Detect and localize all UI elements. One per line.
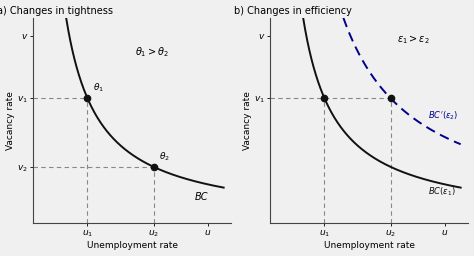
Text: $\varepsilon_1 > \varepsilon_2$: $\varepsilon_1 > \varepsilon_2$: [397, 33, 429, 46]
Text: b) Changes in efficiency: b) Changes in efficiency: [234, 6, 352, 16]
Text: $\theta_2$: $\theta_2$: [159, 150, 170, 163]
Text: a) Changes in tightness: a) Changes in tightness: [0, 6, 113, 16]
Y-axis label: Vacancy rate: Vacancy rate: [243, 91, 252, 150]
Y-axis label: Vacancy rate: Vacancy rate: [6, 91, 15, 150]
X-axis label: Unemployment rate: Unemployment rate: [87, 241, 178, 250]
Text: $\theta_1$: $\theta_1$: [93, 82, 104, 94]
Text: $\theta_1 > \theta_2$: $\theta_1 > \theta_2$: [135, 45, 169, 59]
Text: BC: BC: [194, 192, 208, 202]
X-axis label: Unemployment rate: Unemployment rate: [324, 241, 415, 250]
Text: $BC'(\varepsilon_2)$: $BC'(\varepsilon_2)$: [428, 110, 458, 122]
Text: $BC(\varepsilon_1)$: $BC(\varepsilon_1)$: [428, 186, 456, 198]
